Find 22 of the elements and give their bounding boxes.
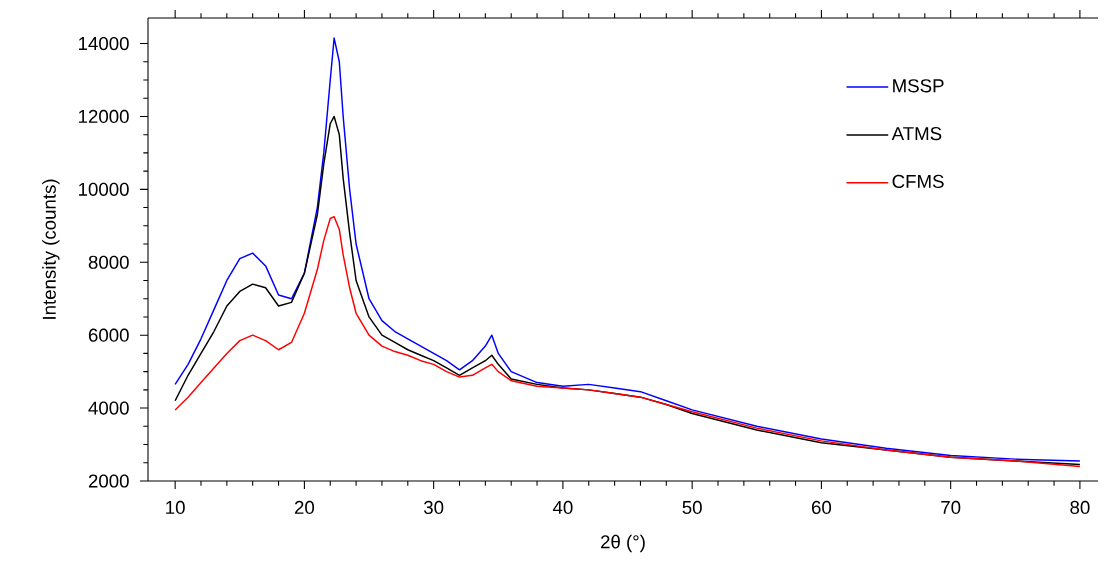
line-series — [174, 215, 1081, 468]
legend-label: ATMS — [891, 126, 942, 141]
y-tick-label: 14000 — [79, 36, 129, 51]
y-tick-label: 2000 — [88, 474, 129, 488]
x-tick-label: 80 — [1070, 500, 1090, 515]
x-tick-label: 10 — [166, 500, 185, 515]
x-tick-label: 20 — [294, 500, 315, 515]
y-tick-label: 10000 — [79, 182, 129, 196]
y-axis-title: Intensity (counts) — [42, 179, 60, 319]
legend-label: CFMS — [892, 174, 944, 189]
x-axis-title: 2θ (°) — [601, 534, 645, 553]
y-tick-label: 12000 — [79, 109, 129, 124]
line-series — [174, 37, 1081, 462]
x-tick-label: 50 — [682, 500, 702, 515]
y-tick-label: 6000 — [88, 328, 129, 342]
legend-label: MSSP — [893, 79, 944, 93]
y-tick-label: 8000 — [88, 255, 129, 269]
x-tick-label: 30 — [423, 500, 444, 515]
x-tick-label: 40 — [552, 500, 573, 515]
x-tick-label: 60 — [811, 500, 832, 515]
y-tick-label: 4000 — [88, 401, 129, 415]
x-tick-label: 70 — [941, 500, 961, 515]
